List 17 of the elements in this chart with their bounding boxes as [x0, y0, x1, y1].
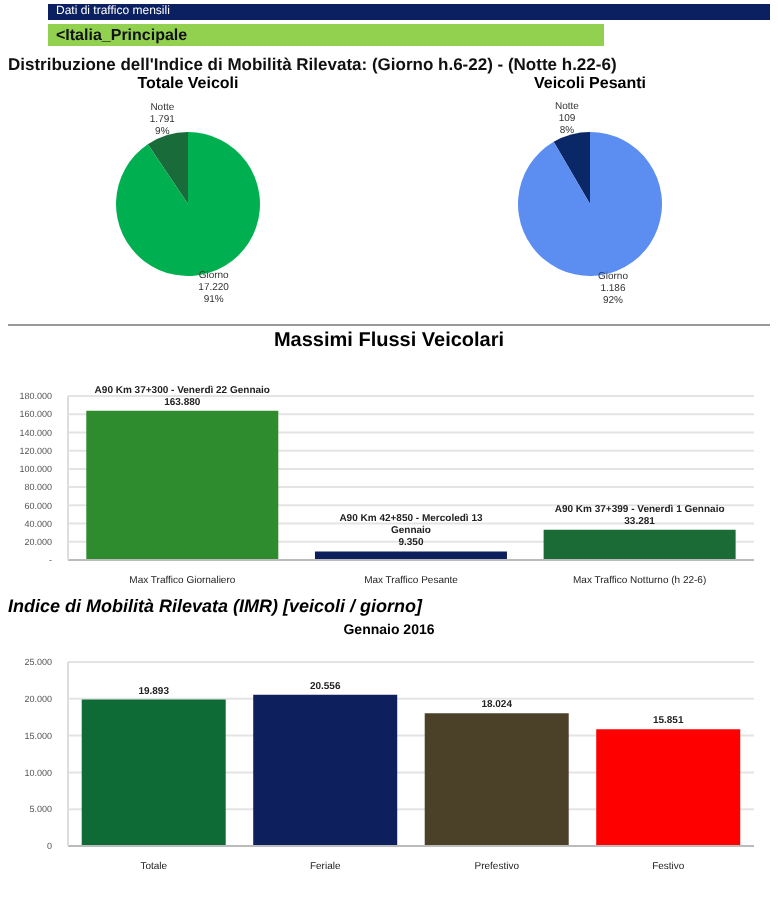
- bar: [424, 713, 569, 846]
- pie-slice: [116, 132, 260, 276]
- pie-slice: [518, 132, 662, 276]
- text: Distribuzione dell'Indice di Mobilità Rilevata: (Giorno h.6-22) - (Notte h.22-6): [8, 54, 619, 74]
- chart-title: Veicoli Pesanti: [531, 74, 649, 92]
- bar: [81, 699, 226, 846]
- bar: [596, 729, 741, 846]
- pie-slice: [147, 132, 188, 204]
- text: <Italia_Principale: [48, 24, 604, 46]
- bar: [314, 551, 507, 560]
- text: Indice di Mobilità Rilevata (IMR) [veicoli / giorno]: [8, 596, 425, 616]
- bar: [543, 529, 736, 560]
- pie-slice: [553, 132, 590, 204]
- chart-title: Totale Veicoli: [135, 74, 241, 92]
- bar: [86, 410, 279, 560]
- bar: [253, 694, 398, 846]
- chart-title: Massimi Flussi Veicolari: [271, 330, 507, 352]
